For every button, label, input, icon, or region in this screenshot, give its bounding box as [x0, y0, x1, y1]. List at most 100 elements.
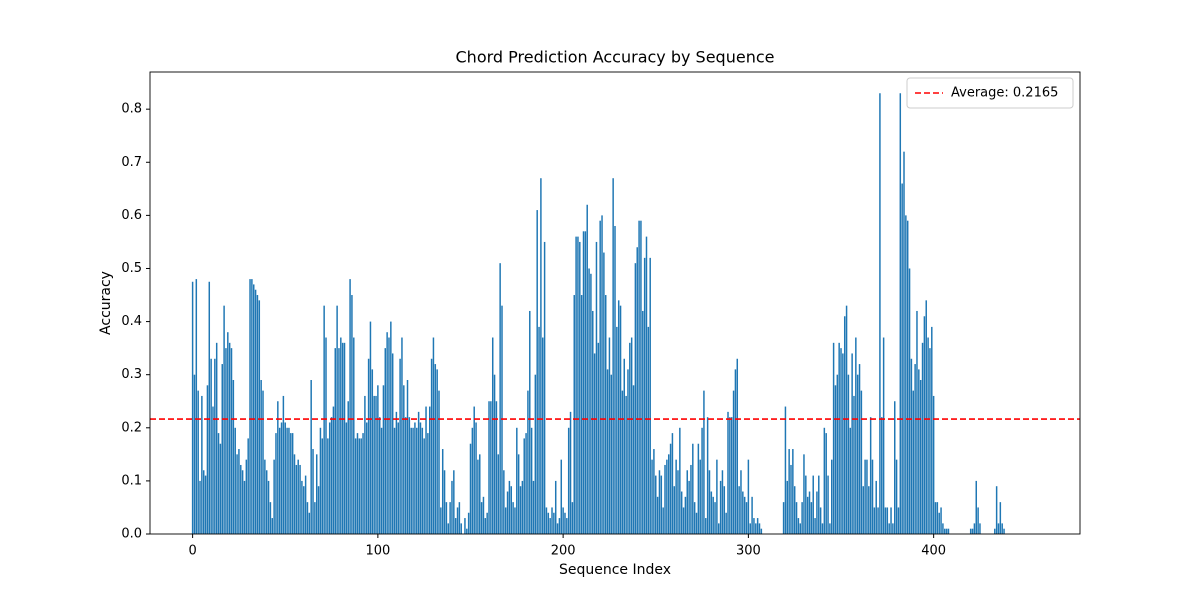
bar [317, 486, 320, 534]
bar [814, 518, 816, 534]
bar [427, 433, 429, 534]
bar [262, 390, 264, 534]
bar [482, 496, 485, 534]
bar [873, 507, 876, 534]
bar [377, 385, 379, 534]
bar [393, 427, 396, 534]
bar [688, 480, 690, 534]
bar [475, 422, 477, 534]
bar [382, 385, 385, 534]
bar [373, 395, 375, 534]
bar [786, 480, 789, 534]
bar [425, 406, 427, 534]
bar [240, 464, 242, 534]
bar [530, 427, 533, 534]
bar [669, 443, 672, 534]
y-tick-label: 0.0 [121, 527, 142, 542]
bar [401, 337, 403, 534]
bar [614, 226, 616, 534]
bar [579, 241, 581, 534]
bar [466, 528, 468, 534]
bar [506, 491, 509, 534]
bar [477, 459, 479, 534]
bar [660, 475, 663, 534]
bar [286, 427, 288, 534]
bar [532, 480, 535, 534]
bar [723, 486, 726, 534]
bar [1003, 528, 1005, 534]
bar [232, 380, 235, 534]
bar [910, 358, 913, 534]
bar [208, 281, 211, 534]
bar [736, 358, 739, 534]
bar [705, 518, 707, 534]
bar [269, 502, 272, 534]
bar [251, 279, 253, 534]
bar [925, 300, 927, 534]
bar [441, 449, 444, 534]
bar [592, 310, 594, 534]
bar [319, 427, 322, 534]
bar [899, 93, 902, 534]
bar [810, 502, 813, 534]
bar [908, 268, 911, 534]
bar [419, 422, 422, 534]
bar [760, 528, 763, 534]
bar [366, 422, 368, 534]
bar [204, 475, 207, 534]
bar [330, 417, 333, 534]
bar [656, 496, 659, 534]
bar [386, 332, 388, 534]
bar [738, 486, 740, 534]
bar [912, 390, 915, 534]
bar [701, 427, 703, 534]
bar [536, 210, 538, 534]
bar [610, 374, 613, 534]
bar [390, 321, 392, 534]
bar [860, 390, 863, 534]
bar [684, 496, 687, 534]
bar [301, 480, 303, 534]
bar [328, 422, 331, 534]
bar [890, 507, 892, 534]
bar [653, 449, 655, 534]
bar [273, 459, 275, 534]
bar [258, 300, 261, 534]
bar [621, 390, 624, 534]
bar [843, 316, 846, 534]
bar [708, 470, 711, 534]
bar [682, 507, 685, 534]
bar [725, 512, 727, 534]
bar [291, 433, 294, 534]
bar [260, 380, 262, 534]
bar [288, 427, 290, 534]
bar [314, 502, 316, 534]
bar [206, 385, 209, 534]
bar [793, 486, 796, 534]
bar [369, 321, 372, 534]
bar [919, 380, 922, 534]
bar [410, 427, 412, 534]
bar [664, 464, 666, 534]
bar [856, 374, 859, 534]
bar [892, 523, 894, 534]
bar [755, 523, 757, 534]
bar [547, 512, 550, 534]
y-tick-label: 0.2 [121, 420, 142, 435]
bar [451, 480, 453, 534]
bar [321, 438, 324, 534]
bar [834, 385, 837, 534]
bar [542, 337, 544, 534]
bar [734, 369, 737, 534]
bar [299, 464, 301, 534]
bar [649, 257, 651, 534]
bar [712, 496, 714, 534]
bar [823, 427, 826, 534]
bar [569, 411, 572, 534]
bar [716, 459, 718, 534]
bar [671, 433, 674, 534]
bar [840, 348, 842, 534]
bar [666, 459, 668, 534]
bar [997, 523, 1000, 534]
bar [695, 512, 698, 534]
